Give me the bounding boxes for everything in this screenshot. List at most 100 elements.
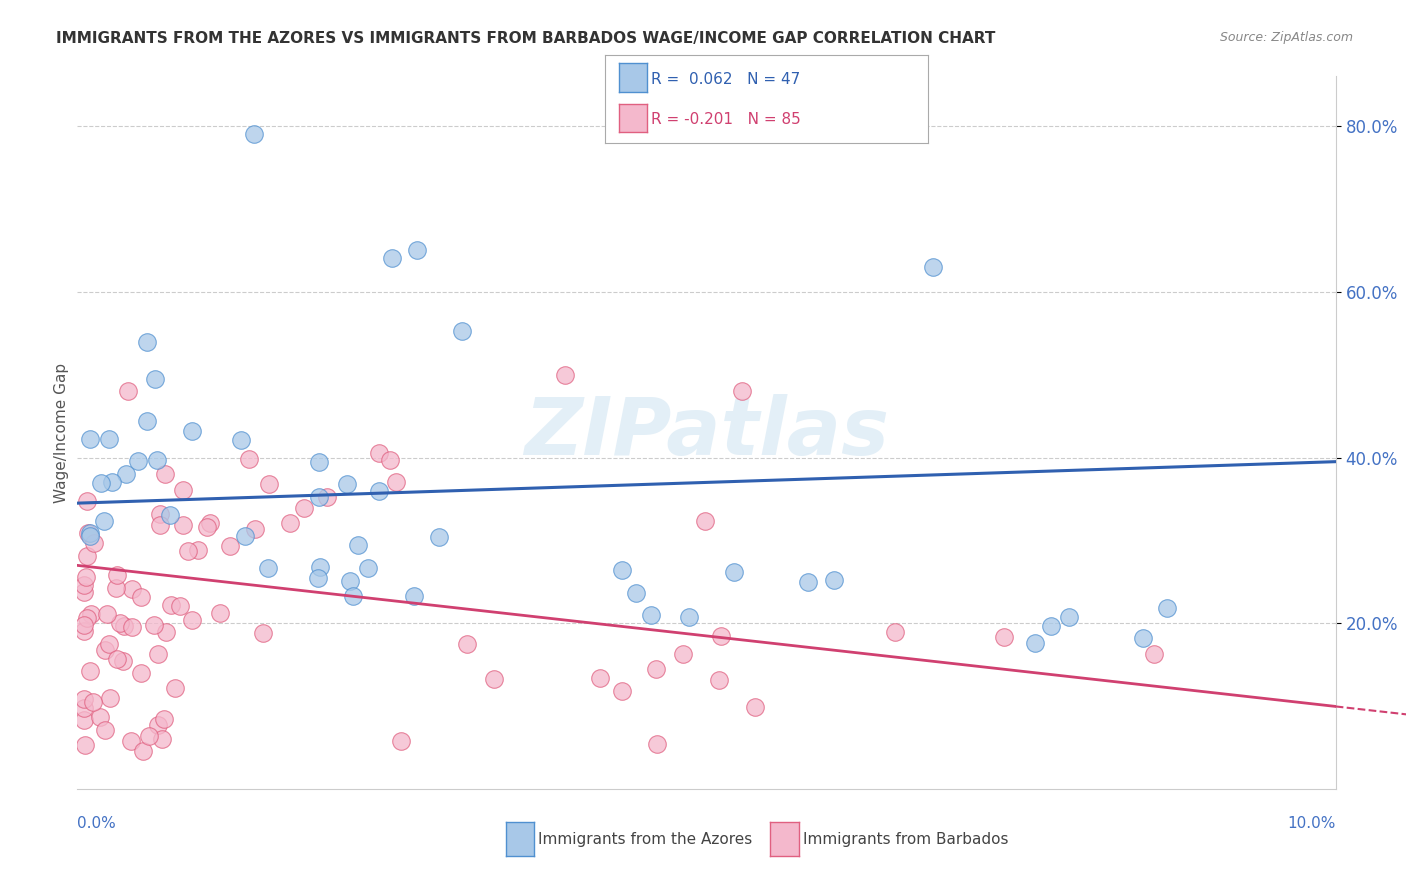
Point xyxy=(146,647,169,661)
Point xyxy=(143,372,166,386)
Point xyxy=(589,671,612,685)
Point xyxy=(155,467,177,482)
Point xyxy=(238,451,260,466)
Point xyxy=(1024,636,1046,650)
Point xyxy=(884,624,907,639)
Point xyxy=(176,544,198,558)
Point xyxy=(380,453,402,467)
Point xyxy=(76,493,98,508)
Point xyxy=(922,260,945,274)
Point xyxy=(150,731,173,746)
Point xyxy=(89,710,111,724)
Point xyxy=(610,563,633,577)
Point xyxy=(316,491,339,505)
Point xyxy=(132,744,155,758)
Point xyxy=(79,432,101,446)
Point xyxy=(385,475,408,489)
Point xyxy=(308,490,330,504)
Point xyxy=(160,599,183,613)
Point xyxy=(159,508,181,522)
Point xyxy=(155,625,177,640)
Point xyxy=(129,590,152,604)
Point xyxy=(456,637,478,651)
Point xyxy=(1132,631,1154,645)
Point xyxy=(127,454,149,468)
Point xyxy=(645,662,668,676)
Point xyxy=(402,589,425,603)
Point xyxy=(242,127,264,141)
Point xyxy=(149,517,172,532)
Point xyxy=(93,514,115,528)
Text: ZIPatlas: ZIPatlas xyxy=(524,393,889,472)
Point xyxy=(110,615,132,630)
Point xyxy=(357,560,380,574)
Point xyxy=(75,570,97,584)
Point xyxy=(153,712,176,726)
Point xyxy=(121,620,143,634)
Point xyxy=(77,525,100,540)
Point xyxy=(256,561,278,575)
Point xyxy=(610,684,633,698)
Point xyxy=(723,566,745,580)
Point xyxy=(339,574,361,589)
Point xyxy=(146,453,169,467)
Point xyxy=(554,368,576,382)
Point xyxy=(114,467,136,481)
Point xyxy=(169,599,191,613)
Point xyxy=(136,414,159,428)
Point xyxy=(96,607,118,621)
Point xyxy=(94,643,117,657)
Point xyxy=(308,455,330,469)
Point xyxy=(233,529,256,543)
Point xyxy=(73,624,96,639)
Point xyxy=(209,606,232,620)
Point xyxy=(72,714,94,728)
Point xyxy=(82,694,104,708)
Point xyxy=(180,613,202,627)
Point xyxy=(180,424,202,438)
Point xyxy=(406,243,429,257)
Point xyxy=(710,630,733,644)
Point xyxy=(76,549,98,563)
Point xyxy=(79,529,101,543)
Point xyxy=(117,384,139,398)
Point xyxy=(1057,610,1080,624)
Point xyxy=(1143,647,1166,661)
Point xyxy=(79,525,101,540)
Point xyxy=(231,433,253,447)
Point xyxy=(100,475,122,489)
Point xyxy=(75,738,97,752)
Point xyxy=(731,384,754,398)
Point xyxy=(98,690,121,705)
Point xyxy=(136,334,159,349)
Point xyxy=(427,530,450,544)
Point xyxy=(90,475,112,490)
Point xyxy=(797,574,820,589)
Point xyxy=(368,446,391,460)
Point xyxy=(1156,601,1178,615)
Point xyxy=(484,672,506,686)
Point xyxy=(172,517,194,532)
Point xyxy=(342,589,364,603)
Point xyxy=(381,252,404,266)
Text: IMMIGRANTS FROM THE AZORES VS IMMIGRANTS FROM BARBADOS WAGE/INCOME GAP CORRELATI: IMMIGRANTS FROM THE AZORES VS IMMIGRANTS… xyxy=(56,31,995,46)
Point xyxy=(198,516,221,531)
Point xyxy=(79,664,101,678)
Point xyxy=(744,700,766,714)
Point xyxy=(672,647,695,661)
Point xyxy=(993,630,1015,644)
Point xyxy=(121,582,143,596)
Point xyxy=(278,516,301,531)
Point xyxy=(143,617,166,632)
Point xyxy=(823,573,845,587)
Point xyxy=(259,477,281,491)
Point xyxy=(218,539,240,553)
Point xyxy=(309,559,332,574)
Text: 0.0%: 0.0% xyxy=(77,816,117,830)
Point xyxy=(146,718,169,732)
Point xyxy=(626,586,648,600)
Point xyxy=(83,536,105,550)
Point xyxy=(165,681,187,695)
Point xyxy=(389,733,412,747)
Point xyxy=(73,691,96,706)
